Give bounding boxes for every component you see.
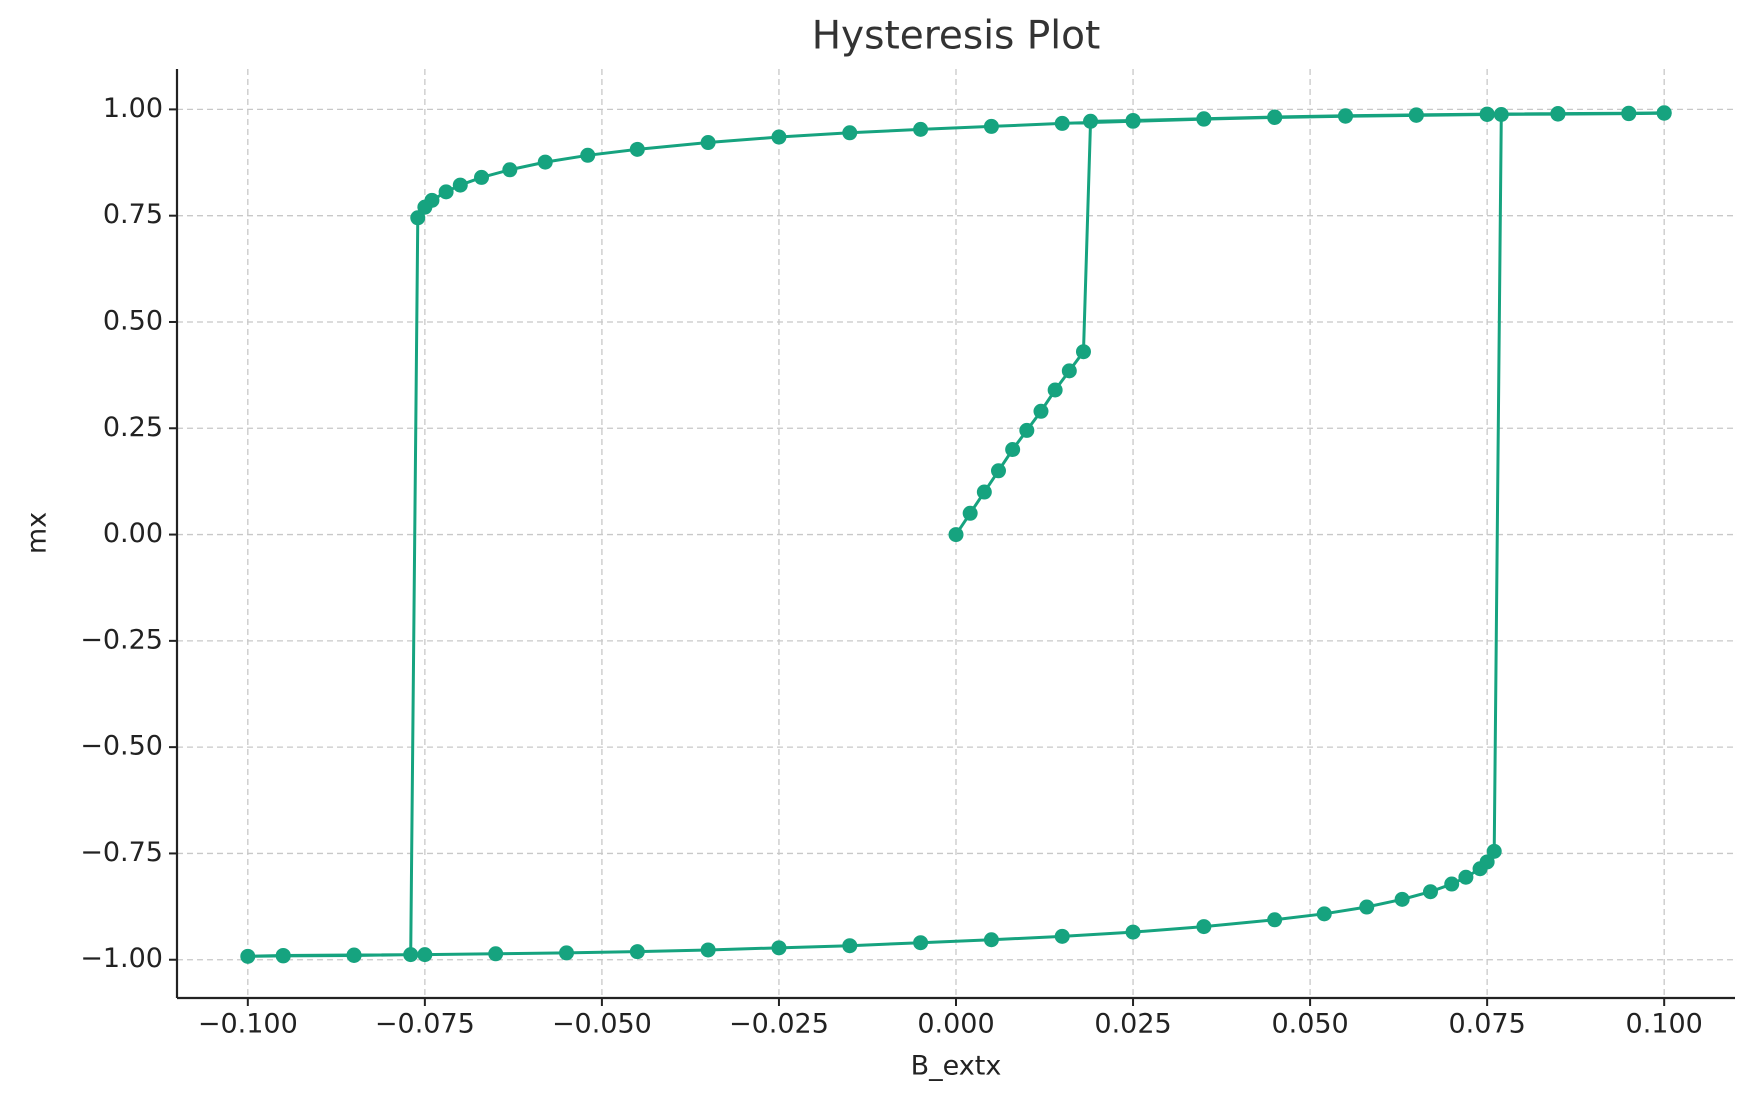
x-tick-label: 0.100 — [1626, 1009, 1703, 1040]
data-point — [1267, 912, 1283, 928]
data-point — [1444, 876, 1460, 892]
data-point — [1033, 403, 1049, 419]
data-point — [438, 184, 454, 200]
data-point — [1054, 928, 1070, 944]
x-tick-label: 0.025 — [1094, 1009, 1171, 1040]
data-point — [1656, 105, 1672, 121]
data-point — [629, 944, 645, 960]
data-point — [1047, 382, 1063, 398]
data-point — [1486, 843, 1502, 859]
x-axis-label: B_extx — [911, 1051, 1002, 1082]
data-point — [1075, 344, 1091, 360]
data-point — [700, 942, 716, 958]
data-point — [948, 527, 964, 543]
y-tick-label: 0.50 — [103, 305, 163, 336]
y-axis-label: mx — [22, 512, 53, 554]
y-tick-label: −0.25 — [80, 624, 163, 655]
data-point — [842, 125, 858, 141]
data-point — [976, 484, 992, 500]
data-point — [1458, 869, 1474, 885]
data-point — [537, 154, 553, 170]
data-point — [962, 505, 978, 521]
data-point — [1394, 891, 1410, 907]
data-point — [1479, 854, 1495, 870]
y-tick-label: 0.00 — [103, 518, 163, 549]
data-point — [990, 463, 1006, 479]
data-point — [913, 935, 929, 951]
data-point — [275, 947, 291, 963]
data-point — [1083, 113, 1099, 129]
data-point — [983, 932, 999, 948]
y-tick-label: −0.50 — [80, 731, 163, 762]
data-point — [1338, 108, 1353, 124]
data-point — [1125, 924, 1141, 940]
data-point — [1061, 363, 1077, 379]
data-point — [1408, 107, 1424, 123]
chart-title: Hysteresis Plot — [812, 14, 1101, 59]
data-point — [1267, 109, 1283, 125]
data-point — [1196, 111, 1212, 127]
x-tick-label: −0.075 — [375, 1009, 475, 1040]
data-point — [1196, 919, 1212, 935]
y-tick-label: 1.00 — [103, 93, 163, 124]
data-point — [1019, 422, 1035, 438]
data-point — [1422, 884, 1438, 900]
data-point — [417, 199, 433, 215]
plot-area — [240, 105, 1672, 964]
data-point — [452, 177, 468, 193]
data-point — [502, 162, 518, 178]
data-point — [403, 947, 419, 963]
x-tick-label: −0.050 — [552, 1009, 652, 1040]
data-point — [1005, 442, 1021, 458]
y-tick-label: −1.00 — [80, 943, 163, 974]
data-point — [1359, 899, 1375, 915]
data-point — [1125, 113, 1141, 129]
x-tick-label: −0.100 — [198, 1009, 298, 1040]
data-point — [700, 135, 716, 151]
data-point — [629, 141, 645, 157]
data-point — [1316, 906, 1332, 922]
data-point — [983, 118, 999, 134]
x-tick-label: 0.000 — [917, 1009, 994, 1040]
x-tick-label: 0.075 — [1448, 1009, 1525, 1040]
data-point — [1493, 106, 1509, 122]
data-point — [1054, 115, 1070, 131]
y-tick-label: 0.75 — [103, 199, 163, 230]
x-tick-label: 0.050 — [1271, 1009, 1348, 1040]
data-point — [410, 210, 426, 226]
data-point — [1479, 106, 1495, 122]
data-point — [580, 147, 596, 163]
data-point — [240, 948, 256, 964]
x-tick-label: −0.025 — [729, 1009, 829, 1040]
data-point — [559, 945, 574, 961]
y-tick-label: 0.25 — [103, 412, 163, 443]
data-point — [1621, 105, 1637, 121]
data-point — [913, 121, 929, 137]
data-point — [842, 938, 858, 954]
data-point — [1550, 106, 1566, 122]
data-point — [346, 947, 362, 963]
data-point — [417, 947, 433, 963]
data-point — [771, 940, 787, 956]
data-point — [474, 169, 490, 185]
data-point — [771, 129, 787, 145]
data-point — [488, 946, 504, 962]
y-tick-label: −0.75 — [80, 837, 163, 868]
